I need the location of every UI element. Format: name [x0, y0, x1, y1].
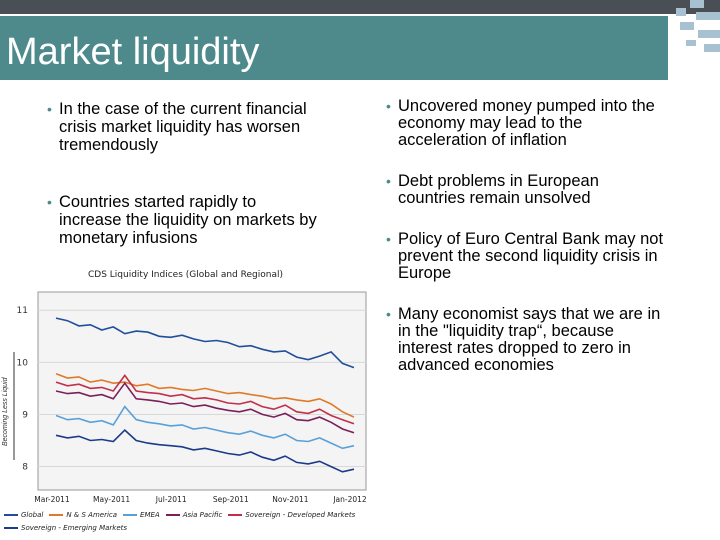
legend-row: Sovereign - Emerging Markets — [4, 524, 133, 532]
chart-title: CDS Liquidity Indices (Global and Region… — [88, 270, 283, 280]
legend-item: Sovereign - Emerging Markets — [4, 524, 127, 532]
liquidity-chart: 11 10 9 8 Mar-2011 May-2011 Jul-2011 Sep-2011 No… — [13, 291, 367, 504]
x-tick-label: Jan-2012 — [332, 495, 367, 504]
legend-item: EMEA — [123, 511, 160, 519]
left-bullet-1-text: In the case of the current financial cri… — [59, 100, 307, 154]
legend-swatch — [4, 514, 18, 516]
legend-label: Global — [21, 511, 44, 519]
series-line-4 — [55, 381, 355, 434]
top-strip — [0, 0, 720, 14]
legend-swatch — [4, 527, 18, 529]
plot-area — [37, 291, 367, 491]
legend-swatch — [228, 514, 243, 516]
legend-label: Sovereign - Developed Markets — [245, 511, 356, 519]
right-bullet-3-text: Policy of Euro Central Bank may not prev… — [398, 230, 664, 282]
bullet-dot: • — [47, 101, 52, 117]
left-bullet-1: • In the case of the current financial c… — [47, 100, 319, 154]
legend-item: Sovereign - Developed Markets — [228, 511, 355, 519]
legend-row: Global N & S America EMEA Asia Pacific Sover… — [4, 511, 361, 519]
legend-label: EMEA — [140, 511, 160, 519]
series-line-2 — [55, 373, 355, 418]
x-tick-label: Mar-2011 — [34, 495, 70, 504]
series-line-1 — [55, 317, 355, 369]
legend-item: N & S America — [49, 511, 117, 519]
bullet-dot: • — [47, 194, 52, 210]
bullet-dot: • — [386, 98, 391, 114]
right-bullet-2: • Debt problems in European countries re… — [386, 172, 668, 207]
legend-item: Global — [4, 511, 43, 519]
right-bullet-2-text: Debt problems in European countries rema… — [398, 172, 599, 207]
y-tick-label: 8 — [22, 463, 28, 473]
right-bullet-4: • Many economist says that we are in in … — [386, 305, 670, 374]
bullet-dot: • — [386, 231, 391, 247]
legend-item: Asia Pacific — [165, 511, 223, 519]
left-bullet-2-text: Countries started rapidly to increase th… — [59, 193, 317, 247]
right-bullet-3: • Policy of Euro Central Bank may not pr… — [386, 230, 668, 282]
legend-swatch — [49, 514, 64, 516]
left-bullet-2: • Countries started rapidly to increase … — [47, 193, 319, 247]
x-tick-label: Nov-2011 — [272, 495, 308, 504]
bullet-dot: • — [386, 173, 391, 189]
x-tick-label: Jul-2011 — [155, 495, 187, 504]
series-line-5 — [55, 374, 355, 425]
right-bullet-4-text: Many economist says that we are in in th… — [398, 305, 661, 374]
right-bullet-1: • Uncovered money pumped into the econom… — [386, 97, 668, 149]
y-tick-label: 10 — [17, 358, 29, 368]
legend-label: Asia Pacific — [182, 511, 223, 519]
legend-swatch — [123, 514, 138, 516]
series-line-3 — [55, 405, 355, 450]
x-tick-label: Sep-2011 — [213, 495, 249, 504]
legend-swatch — [165, 514, 180, 516]
legend-label: N & S America — [66, 511, 118, 519]
y-tick-label: 11 — [17, 306, 28, 316]
bullet-dot: • — [386, 306, 391, 322]
series-line-6 — [55, 428, 355, 473]
corner-decoration — [676, 0, 720, 56]
y-tick-label: 9 — [22, 410, 28, 420]
title-bar: Market liquidity — [0, 14, 668, 80]
slide-title: Market liquidity — [6, 31, 260, 73]
legend-label: Sovereign - Emerging Markets — [21, 524, 128, 532]
x-tick-label: May-2011 — [93, 495, 130, 504]
right-bullet-1-text: Uncovered money pumped into the economy … — [398, 97, 655, 149]
